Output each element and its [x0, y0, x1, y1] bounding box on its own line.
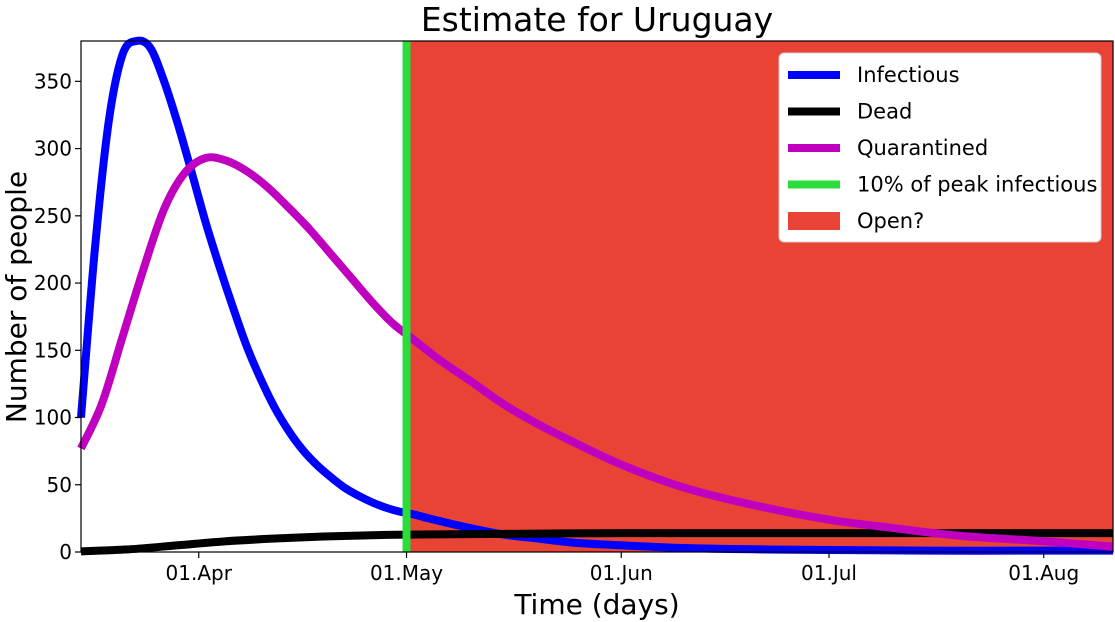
x-axis-label: Time (days) — [513, 588, 679, 621]
y-tick-label: 150 — [34, 338, 72, 362]
legend-label-quarantined: Quarantined — [857, 136, 988, 160]
chart-title: Estimate for Uruguay — [421, 0, 773, 39]
y-tick-label: 100 — [34, 406, 72, 430]
y-tick-label: 350 — [34, 69, 72, 93]
x-tick-label: 01.Aug — [1008, 561, 1079, 585]
series-line-infectious — [77, 36, 1113, 555]
legend-label-10-of-peak-infectious: 10% of peak infectious — [857, 173, 1097, 197]
x-tick-label: 01.May — [370, 561, 443, 585]
x-tick-label: 01.Jul — [801, 561, 857, 585]
x-tick-label: 01.Jun — [590, 561, 653, 585]
legend-label-infectious: Infectious — [857, 63, 960, 87]
y-axis-label: Number of people — [0, 171, 33, 423]
x-tick-label: 01.Apr — [166, 561, 233, 585]
legend-label-dead: Dead — [857, 100, 912, 124]
series-line-quarantined — [77, 153, 1114, 551]
y-tick-label: 50 — [47, 473, 72, 497]
legend-box — [778, 52, 1102, 243]
plot-area — [80, 40, 1114, 553]
y-tick-label: 0 — [59, 540, 72, 564]
legend: Infectious Dead Quarantined 10% of peak inf… — [778, 52, 1102, 243]
legend-swatch-open — [788, 212, 840, 230]
y-tick-label: 200 — [34, 271, 72, 295]
legend-label-open: Open? — [857, 209, 924, 233]
y-tick-label: 250 — [34, 204, 72, 228]
y-tick-label: 300 — [34, 137, 72, 161]
